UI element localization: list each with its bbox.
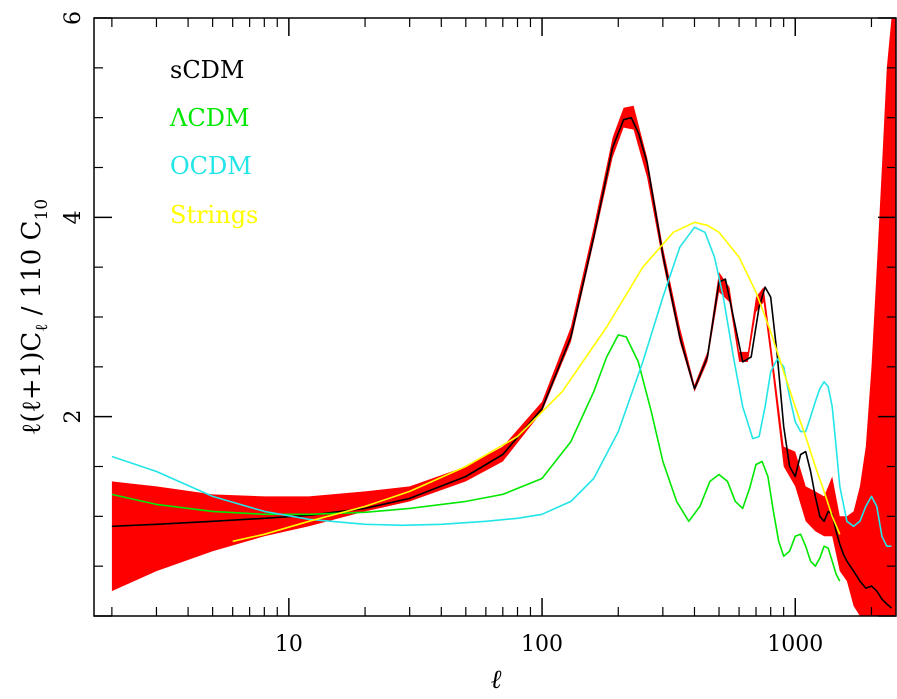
legend: sCDM ΛCDM OCDM Strings [169,56,258,229]
y-axis-label-main: ℓ(ℓ+1)C [17,332,47,435]
x-tick-label: 1000 [767,632,823,657]
y-axis-label-sub2: 10 [32,199,52,221]
series-line-scdm [111,116,893,609]
y-tick-label: 4 [61,210,86,224]
legend-label-ocdm: OCDM [170,152,252,180]
series-line-strings [232,221,841,543]
y-tick-label: 2 [61,410,86,424]
y-axis-label-mid: / 110 C [17,220,47,323]
x-tick-label: 10 [275,632,303,657]
scdm-error-band [111,18,896,616]
tick-layer [94,17,896,617]
x-axis-label: ℓ [491,665,502,694]
series-layer [111,116,893,609]
legend-label-strings: Strings [170,201,258,229]
y-axis-label: ℓ(ℓ+1)Cℓ / 110 C10 [17,199,52,435]
series-line-cdm [111,334,841,582]
legend-label-scdm: sCDM [170,56,245,84]
legend-label-lcdm: ΛCDM [169,104,250,132]
y-axis-label-sub1: ℓ [32,324,52,332]
error-band-layer [111,18,896,616]
x-tick-label: 100 [521,632,563,657]
y-tick-label: 6 [61,11,86,25]
series-line-ocdm [111,226,892,548]
tick-label-layer: 10 100 1000 2 4 6 [61,11,823,657]
